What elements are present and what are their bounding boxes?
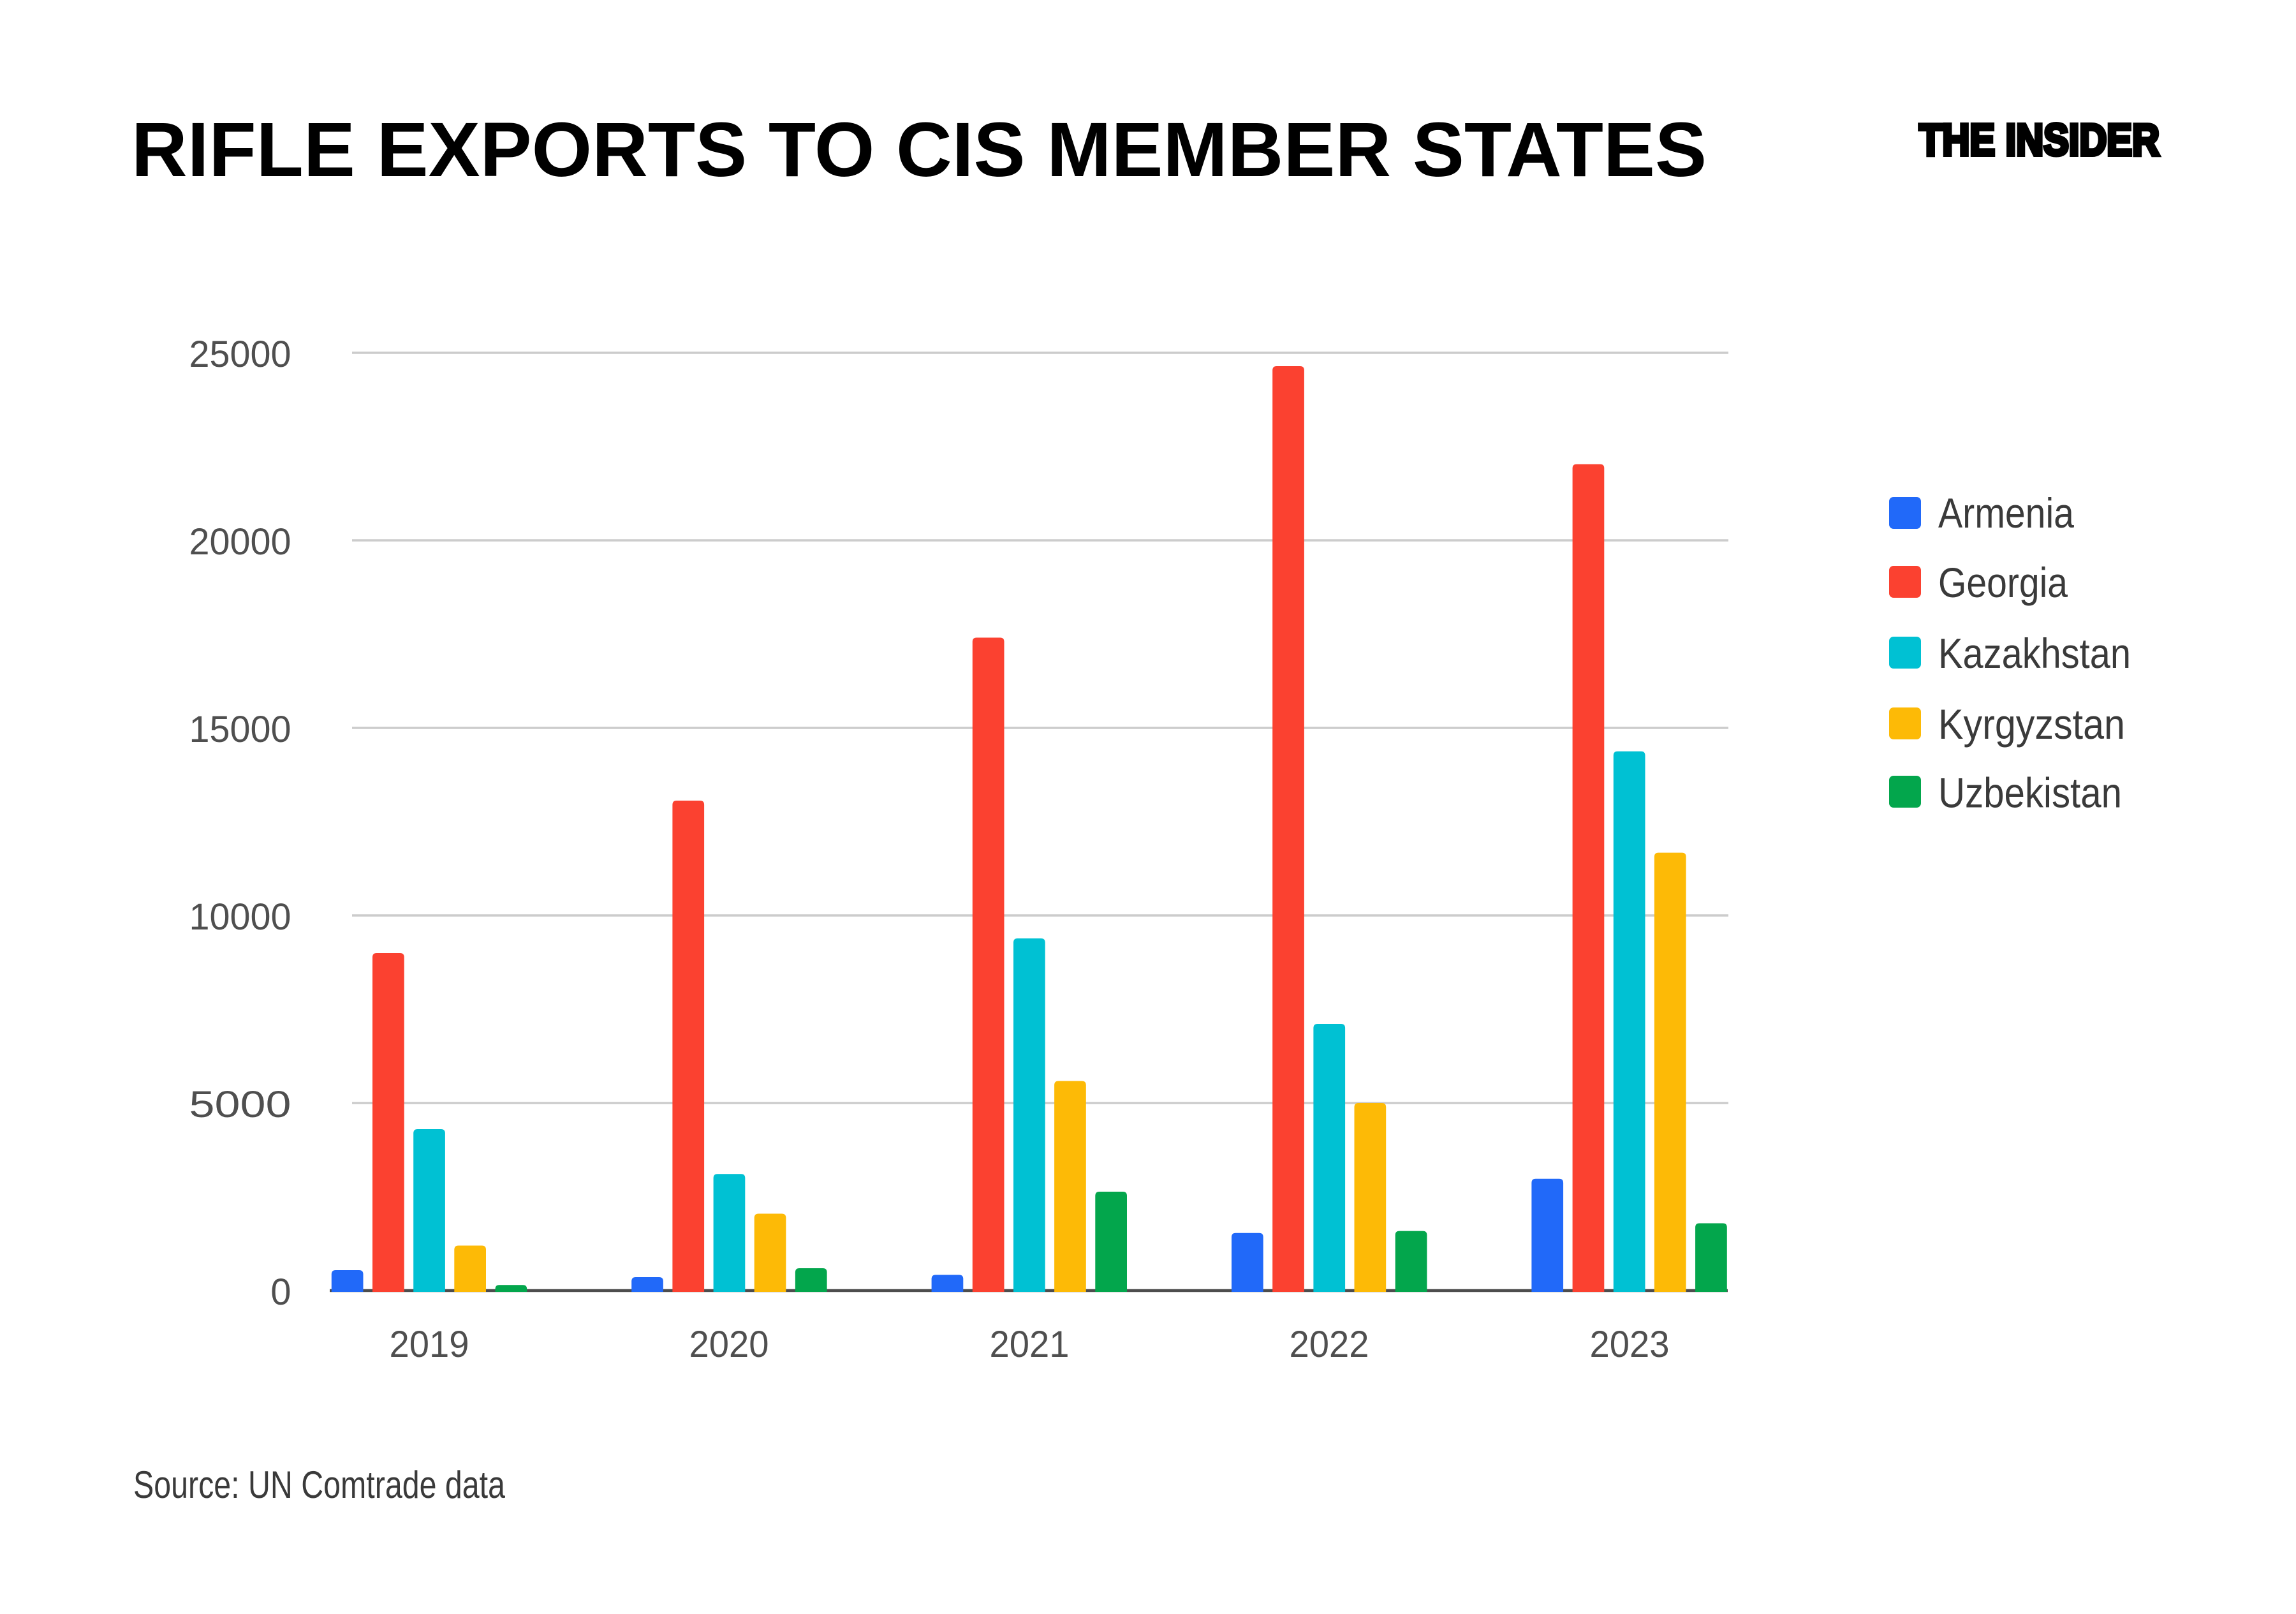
svg-text:Source: UN Comtrade data: Source: UN Comtrade data xyxy=(133,1463,506,1506)
svg-text:Kyrgyzstan: Kyrgyzstan xyxy=(1938,700,2125,748)
svg-text:5000: 5000 xyxy=(189,1084,291,1125)
svg-text:10000: 10000 xyxy=(189,896,291,938)
svg-text:2022: 2022 xyxy=(1290,1324,1369,1365)
svg-text:2021: 2021 xyxy=(990,1324,1070,1365)
svg-text:20000: 20000 xyxy=(189,521,291,563)
svg-text:RIFLE EXPORTS TO CIS MEMBER ST: RIFLE EXPORTS TO CIS MEMBER STATES xyxy=(131,106,1707,193)
svg-text:Uzbekistan: Uzbekistan xyxy=(1938,769,2122,817)
svg-text:15000: 15000 xyxy=(189,709,291,750)
svg-text:Georgia: Georgia xyxy=(1938,559,2068,606)
svg-text:25000: 25000 xyxy=(189,334,291,375)
svg-text:2023: 2023 xyxy=(1590,1324,1670,1365)
svg-text:THE INSIDER: THE INSIDER xyxy=(1919,115,2160,165)
svg-text:0: 0 xyxy=(270,1271,291,1313)
svg-text:2020: 2020 xyxy=(689,1324,769,1365)
svg-text:Kazakhstan: Kazakhstan xyxy=(1938,630,2131,677)
svg-text:Armenia: Armenia xyxy=(1938,489,2074,537)
svg-text:2019: 2019 xyxy=(390,1324,469,1365)
